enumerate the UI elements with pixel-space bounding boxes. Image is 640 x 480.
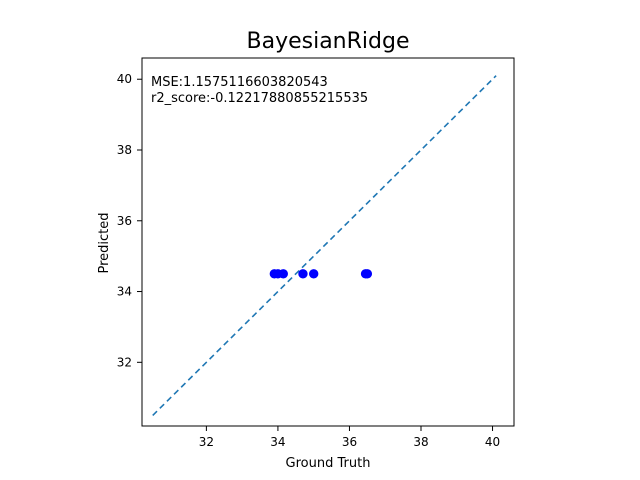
y-axis-label: Predicted bbox=[97, 212, 112, 273]
x-tick-label: 38 bbox=[413, 435, 428, 449]
x-tick-label: 34 bbox=[270, 435, 285, 449]
r2-annotation: r2_score:-0.12217880855215535 bbox=[151, 91, 368, 106]
labels: BayesianRidge Ground Truth Predicted MSE:1.… bbox=[97, 29, 410, 471]
axes: 32 34 36 38 40 32 34 36 38 40 bbox=[117, 57, 515, 449]
x-tick-label: 36 bbox=[342, 435, 357, 449]
y-tick-label: 32 bbox=[117, 355, 132, 369]
y-tick-label: 34 bbox=[117, 285, 132, 299]
scatter-point bbox=[308, 269, 319, 279]
mse-annotation: MSE:1.1575116603820543 bbox=[151, 75, 328, 90]
plot-frame bbox=[141, 57, 515, 427]
plot-area bbox=[152, 75, 497, 416]
y-tick-label: 40 bbox=[117, 72, 132, 86]
x-tick-label: 40 bbox=[485, 435, 500, 449]
x-axis-label: Ground Truth bbox=[286, 456, 371, 471]
x-tick-label: 32 bbox=[199, 435, 214, 449]
scatter-point bbox=[298, 269, 308, 279]
y-tick-label: 38 bbox=[117, 143, 132, 157]
reference-line bbox=[152, 75, 497, 416]
scatter-point bbox=[278, 269, 288, 279]
scatter-point bbox=[362, 269, 373, 279]
chart-title: BayesianRidge bbox=[247, 29, 410, 54]
y-tick-label: 36 bbox=[117, 214, 132, 228]
